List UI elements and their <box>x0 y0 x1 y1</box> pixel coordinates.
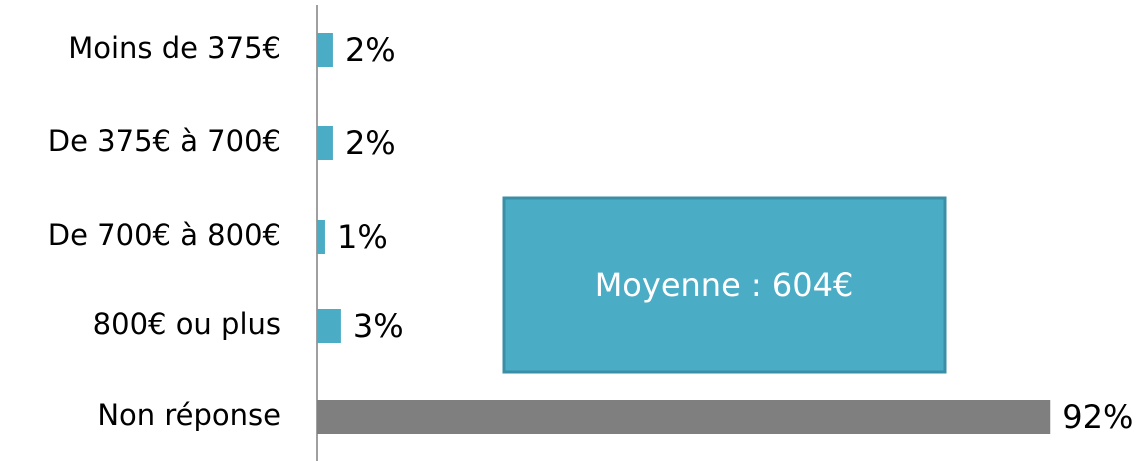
y-tick-label: De 700€ à 800€ <box>48 218 281 252</box>
annotation: Moyenne : 604€ <box>595 266 854 304</box>
bar <box>317 220 325 254</box>
value-label: 92% <box>1062 398 1133 436</box>
y-tick-label: Non réponse <box>97 398 281 432</box>
y-tick-label: De 375€ à 700€ <box>48 124 281 158</box>
y-tick-label: 800€ ou plus <box>93 307 281 341</box>
value-label: 2% <box>345 124 396 162</box>
value-label: 3% <box>353 307 404 345</box>
bar <box>317 400 1051 434</box>
bar <box>317 33 333 67</box>
bar <box>317 309 341 343</box>
value-label: 1% <box>337 218 388 256</box>
annotation-box <box>502 196 947 374</box>
bar <box>317 126 333 160</box>
y-tick-label: Moins de 375€ <box>68 31 281 65</box>
value-label: 2% <box>345 31 396 69</box>
